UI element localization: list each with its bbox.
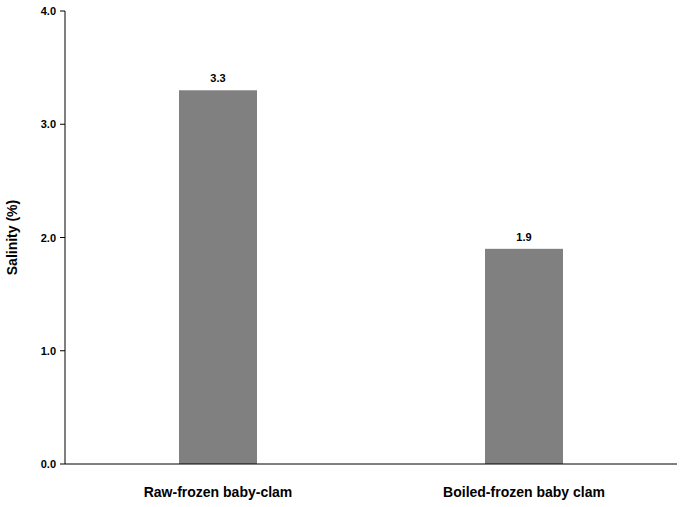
x-axis-line (65, 464, 677, 465)
y-tick-label: 0.0 (41, 458, 56, 470)
y-tick (60, 11, 65, 12)
y-tick-label: 2.0 (41, 232, 56, 244)
y-tick (60, 350, 65, 351)
page: {"chart_data": {"type": "bar", "categori… (0, 0, 684, 507)
y-tick-label: 1.0 (41, 345, 56, 357)
bar (179, 90, 257, 464)
y-axis-title: Salinity (%) (4, 200, 20, 275)
y-tick (60, 464, 65, 465)
y-tick (60, 237, 65, 238)
data-label: 3.3 (210, 72, 225, 84)
bars (179, 90, 563, 464)
y-tick-label: 4.0 (41, 5, 56, 17)
x-tick-label: Boiled-frozen baby clam (443, 484, 605, 500)
chart-svg: 0.0 1.0 2.0 3.0 4.0 Raw-frozen baby-clam Boile… (0, 0, 684, 507)
y-tick-label: 3.0 (41, 118, 56, 130)
data-label: 1.9 (516, 231, 531, 243)
y-tick (60, 124, 65, 125)
x-tick-label: Raw-frozen baby-clam (144, 484, 293, 500)
chart-container: 0.0 1.0 2.0 3.0 4.0 Raw-frozen baby-clam Boile… (0, 0, 684, 507)
bar (485, 249, 563, 464)
